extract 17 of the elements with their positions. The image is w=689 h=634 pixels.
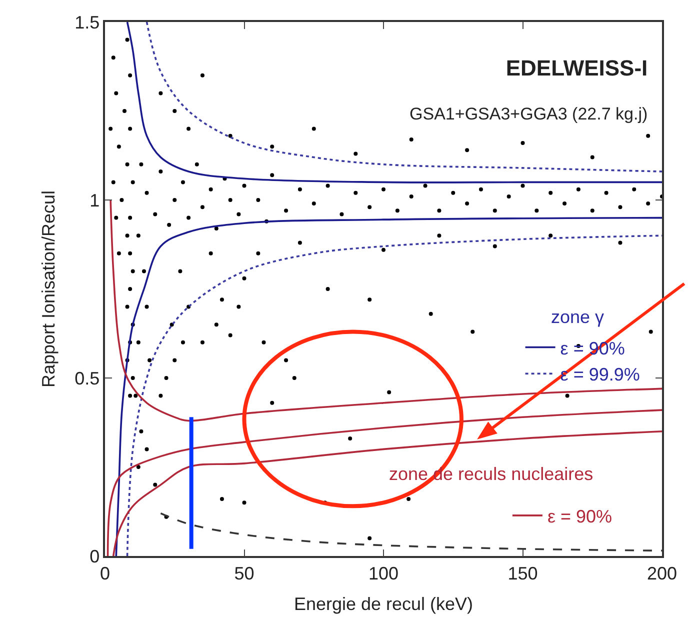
x-tick-label: 150 — [508, 563, 538, 584]
text: EDELWEISS-I — [506, 56, 648, 81]
x-tick-label: 100 — [368, 563, 399, 584]
x-tick-label: 50 — [234, 563, 254, 584]
annotation: zone γ — [551, 307, 604, 327]
text: GSA1+GSA3+GGA3 (22.7 kg.j) — [410, 104, 648, 124]
y-tick-label: 1.5 — [74, 12, 100, 32]
x-tick-label: 200 — [646, 563, 678, 584]
x-axis-title: Energie de recul (keV) — [294, 594, 474, 614]
y-tick-label: 1 — [90, 190, 100, 210]
line-series — [112, 430, 662, 556]
y-tick-label: 0.5 — [74, 368, 100, 388]
line-series — [106, 409, 662, 556]
legend-label: ε = 90% — [547, 506, 612, 526]
y-axis-title: Rapport Ionisation/Recul — [38, 190, 58, 388]
y-tick-label: 0 — [90, 546, 100, 566]
line-series — [110, 199, 662, 422]
